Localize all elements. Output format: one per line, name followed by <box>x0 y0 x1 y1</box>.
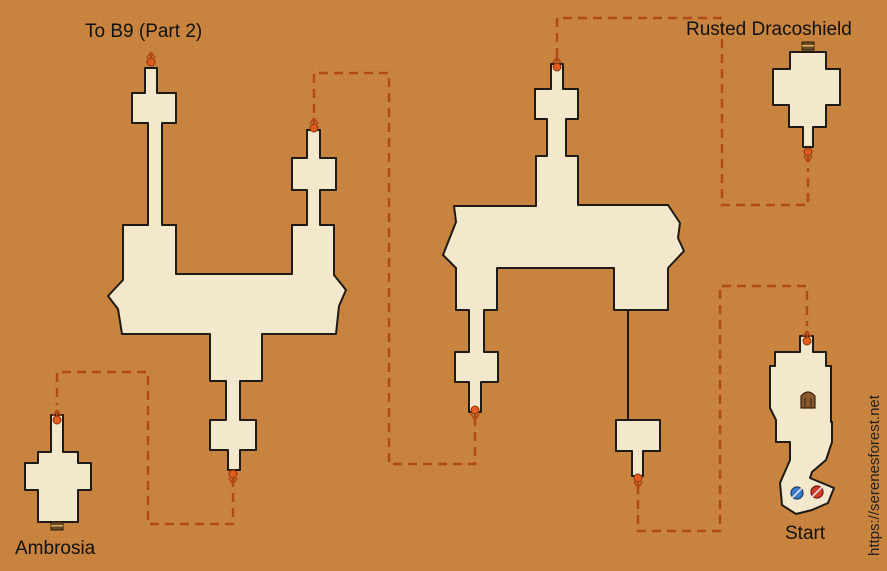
label-ambrosia: Ambrosia <box>15 538 96 559</box>
route-line <box>636 284 809 533</box>
route-line <box>312 71 477 466</box>
stairs-down-icon[interactable] <box>470 405 480 421</box>
door-icon[interactable] <box>800 391 816 409</box>
label-rusted-dracoshield: Rusted Dracoshield <box>686 19 852 40</box>
room-start <box>769 335 835 515</box>
blue-unit-icon[interactable] <box>790 486 804 500</box>
room-middle-complex <box>442 63 685 477</box>
rooms <box>24 51 841 523</box>
stairs-up-icon[interactable] <box>309 117 319 133</box>
chest-icon[interactable] <box>801 41 815 51</box>
red-unit-icon[interactable] <box>810 485 824 499</box>
chest-icon[interactable] <box>50 521 64 531</box>
stairs-down-icon[interactable] <box>633 473 643 489</box>
stairs-up-icon[interactable] <box>802 330 812 346</box>
stair-markers <box>52 51 813 489</box>
site-credit: https://serenesforest.net <box>866 395 883 556</box>
label-to-b9: To B9 (Part 2) <box>85 21 203 42</box>
route-lines <box>55 16 810 533</box>
stairs-up-icon[interactable] <box>552 56 562 72</box>
stairs-up-icon[interactable] <box>146 51 156 67</box>
route-line <box>555 16 810 207</box>
room-dracoshield <box>772 51 841 148</box>
label-start: Start <box>785 523 826 544</box>
stairs-down-icon[interactable] <box>228 469 238 485</box>
route-line <box>55 370 235 526</box>
room-left-complex <box>107 67 347 471</box>
stairs-up-icon[interactable] <box>52 409 62 425</box>
room-ambrosia <box>24 414 92 523</box>
stairs-down-icon[interactable] <box>803 147 813 163</box>
